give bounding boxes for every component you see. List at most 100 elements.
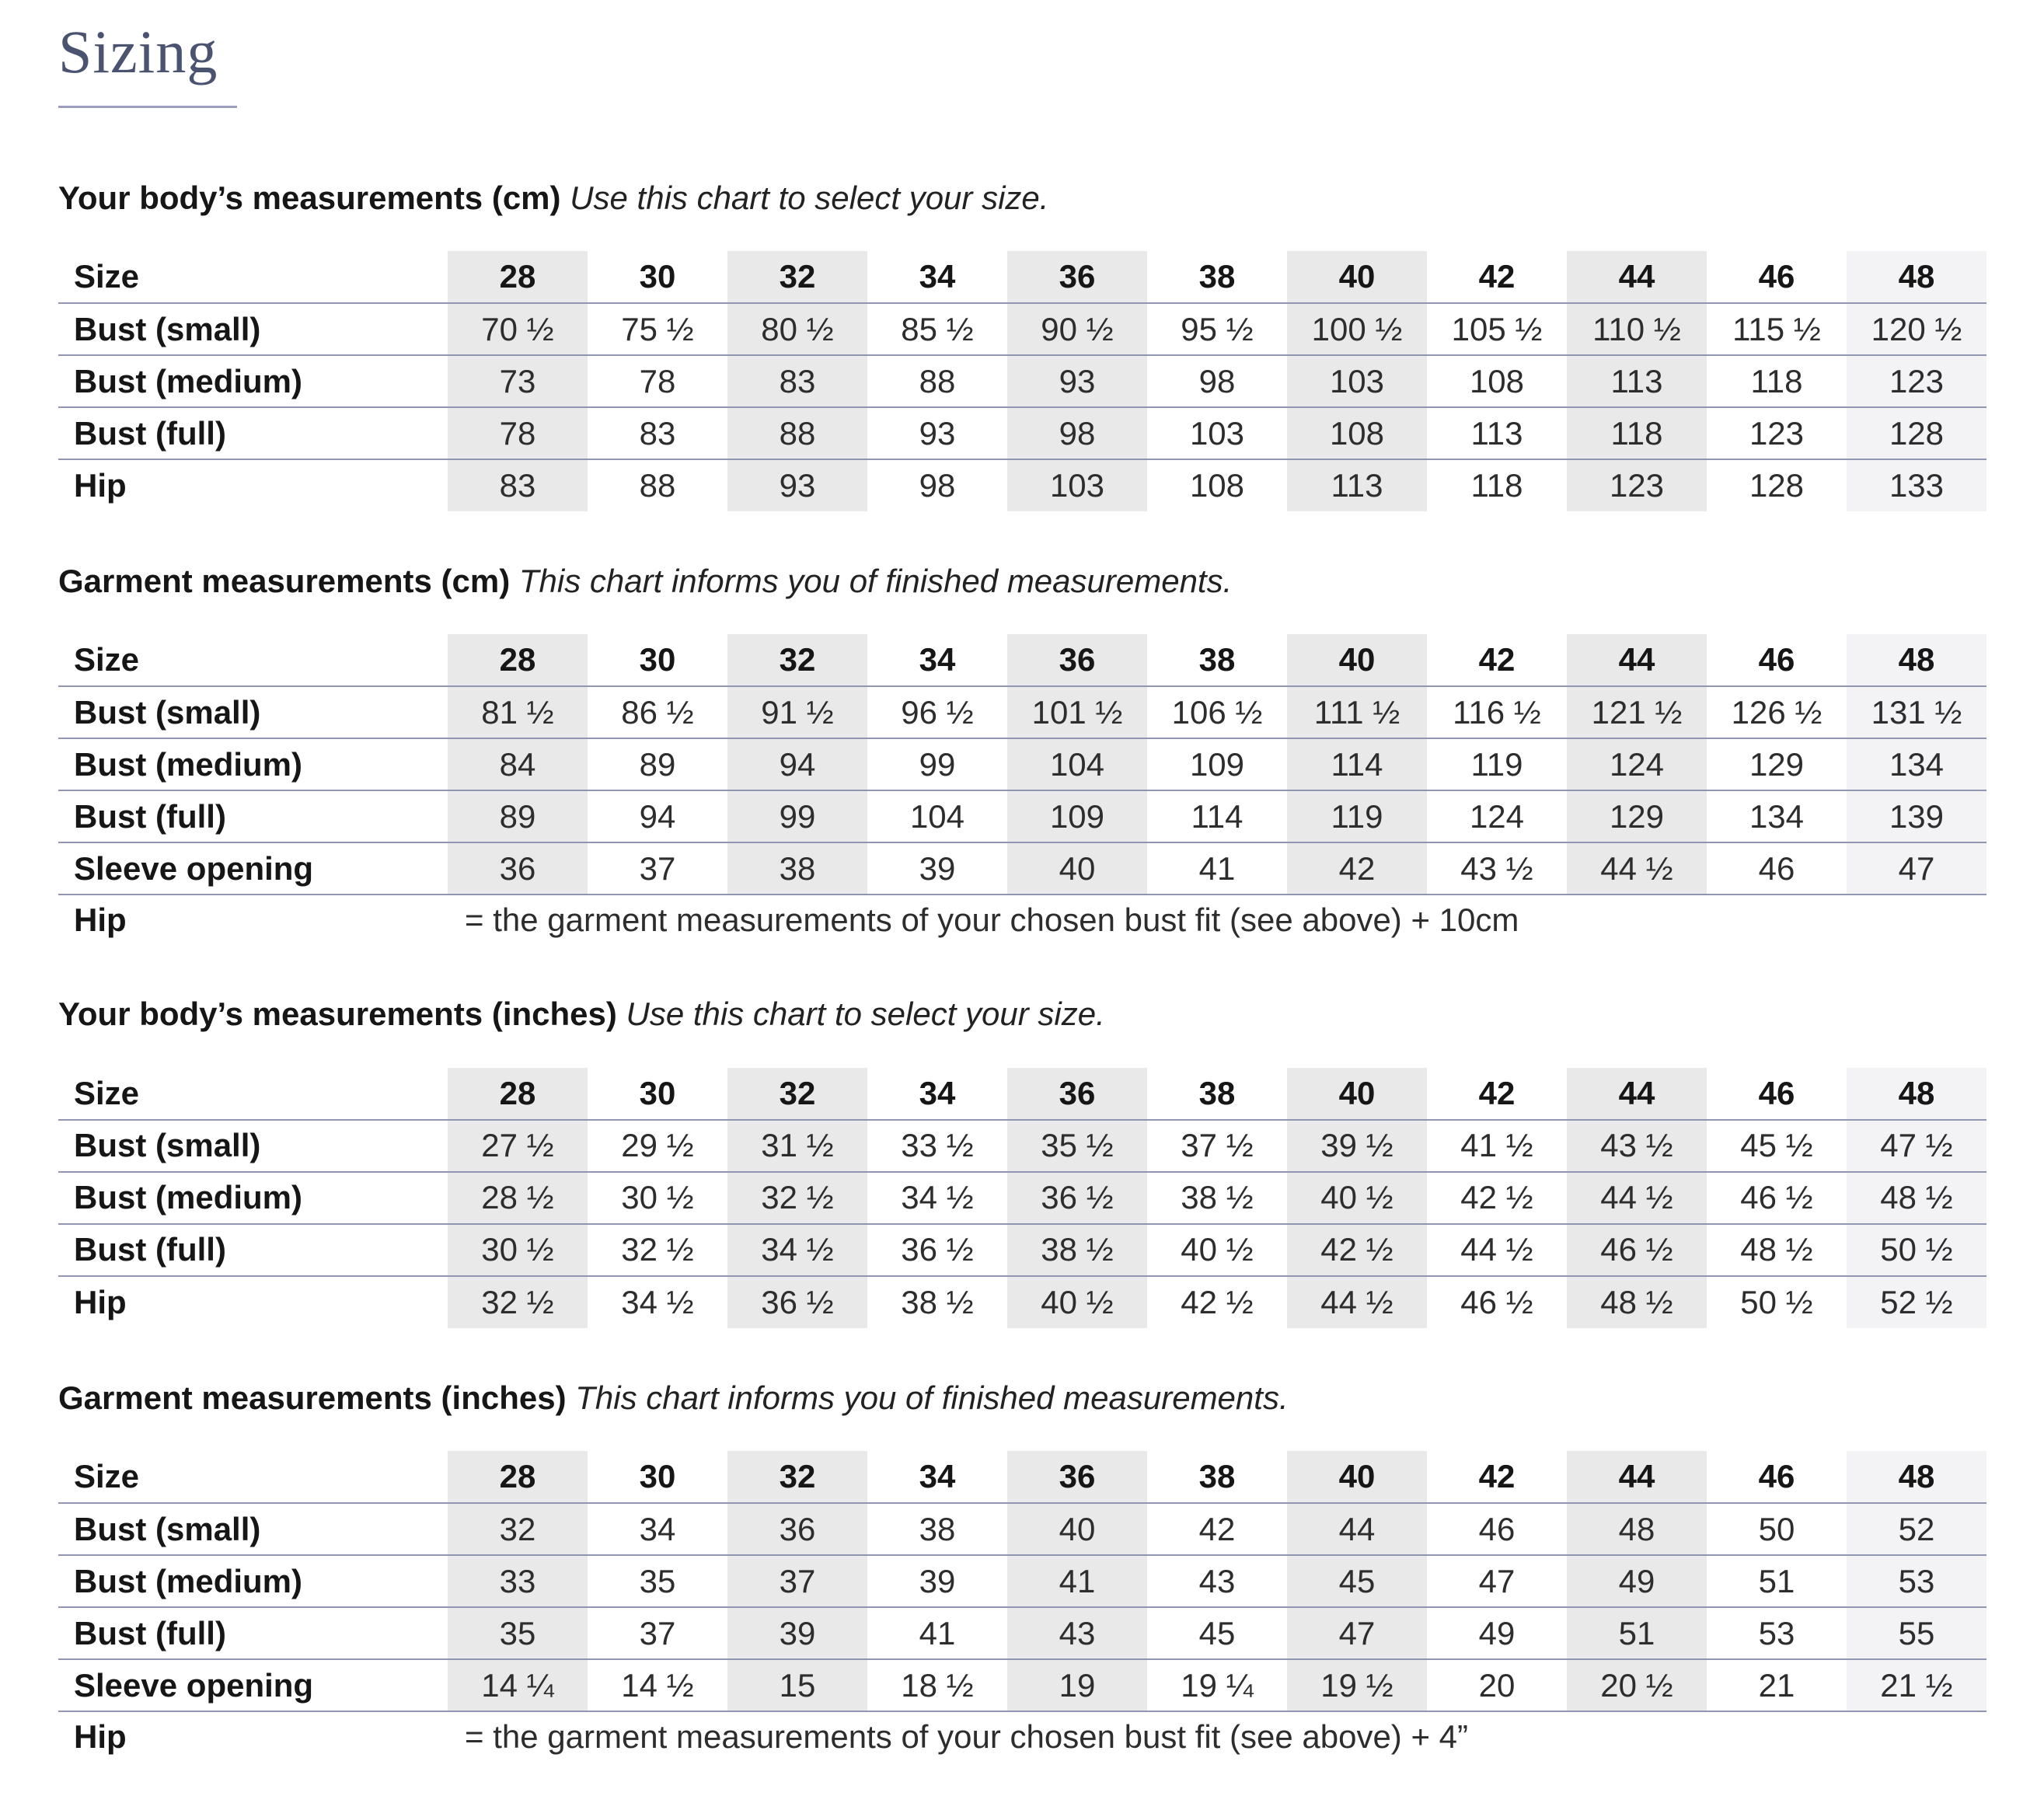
measurement-cell: 37 ½ (1147, 1119, 1287, 1173)
measurement-cell: 30 ½ (448, 1223, 588, 1277)
size-column-header: 44 (1567, 634, 1707, 688)
measurement-cell: 31 ½ (727, 1119, 867, 1173)
row-label: Hip (74, 1718, 127, 1755)
size-column-header: 42 (1427, 634, 1567, 688)
row-label: Bust (small) (58, 1119, 448, 1173)
row-label: Sleeve opening (58, 1659, 448, 1713)
table-row: Bust (medium) 84 89 94 99 104 109 114 119 124 129 1… (58, 738, 1986, 792)
measurement-cell: 44 ½ (1567, 842, 1707, 896)
section-heading-italic: Use this chart to select your size. (570, 179, 1049, 216)
size-column-header: 32 (727, 251, 867, 305)
measurement-cell: 47 ½ (1847, 1119, 1986, 1173)
row-label: Bust (medium) (58, 1555, 448, 1609)
size-header-row: Size 28 30 32 34 36 38 40 42 44 46 48 (58, 251, 1986, 305)
measurement-cell: 38 ½ (901, 1283, 974, 1320)
size-column-header: 48 (1847, 1451, 1986, 1505)
measurement-cell: 44 ½ (1287, 1275, 1427, 1328)
size-column-header: 30 (588, 634, 727, 688)
measurement-cell: 32 ½ (588, 1223, 727, 1277)
section-heading-bold: Garment measurements (cm) (58, 563, 519, 600)
measurement-cell: 106 ½ (1147, 686, 1287, 740)
table-row: Sleeve opening 14 ¼ 14 ½ 15 18 ½ 19 19 ¼ 19 ½ 20… (58, 1659, 1986, 1713)
measurement-cell: 133 (1847, 459, 1986, 512)
size-column-header: 34 (867, 251, 1007, 305)
measurement-cell: 37 (588, 1607, 727, 1661)
measurement-cell: 99 (867, 738, 1007, 792)
measurement-cell: 35 (588, 1555, 727, 1609)
measurement-cell: 108 (1427, 355, 1567, 409)
measurement-cell: 51 (1567, 1607, 1707, 1661)
size-table: Size 28 30 32 34 36 38 40 42 44 46 48 Bust (small) 27… (58, 1067, 1986, 1328)
measurement-cell: 103 (1287, 355, 1427, 409)
measurement-cell: 119 (1427, 738, 1567, 792)
measurement-cell: 93 (867, 407, 1007, 461)
measurement-cell: 29 ½ (588, 1119, 727, 1173)
size-table: Size 28 30 32 34 36 38 40 42 44 46 48 Bust (small) 81… (58, 634, 1986, 944)
row-label: Bust (small) (58, 686, 448, 740)
measurement-cell: 124 (1427, 790, 1567, 844)
measurement-cell: 43 ½ (1427, 842, 1567, 896)
measurement-cell: 45 ½ (1707, 1119, 1847, 1173)
measurement-cell: 118 (1707, 355, 1847, 409)
measurement-cell: 33 ½ (867, 1119, 1007, 1173)
measurement-cell: 98 (1147, 355, 1287, 409)
measurement-cell: 89 (588, 738, 727, 792)
measurement-cell: 139 (1847, 790, 1986, 844)
size-column-header: 48 (1847, 634, 1986, 688)
size-table: Size 28 30 32 34 36 38 40 42 44 46 48 Bust (small) 32… (58, 1451, 1986, 1761)
size-column-header: 34 (867, 1067, 1007, 1121)
size-column-header: 28 (448, 1067, 588, 1121)
measurement-cell: 43 ½ (1567, 1119, 1707, 1173)
measurement-cell: 96 ½ (867, 686, 1007, 740)
size-table: Size 28 30 32 34 36 38 40 42 44 46 48 Bust (small) 70… (58, 251, 1986, 512)
size-column-header: 42 (1427, 1067, 1567, 1121)
measurement-cell: 15 (727, 1659, 867, 1713)
size-column-header: 30 (588, 251, 727, 305)
size-header-label: Size (58, 1451, 448, 1505)
size-column-header: 38 (1147, 251, 1287, 305)
measurement-cell: 124 (1567, 738, 1707, 792)
hip-formula-note: = the garment measurements of your chose… (465, 1718, 1469, 1755)
measurement-cell: 50 (1707, 1503, 1847, 1557)
measurement-cell: 99 (727, 790, 867, 844)
measurement-cell: 34 (588, 1503, 727, 1557)
measurement-cell: 93 (1007, 355, 1147, 409)
measurement-cell: 27 ½ (448, 1119, 588, 1173)
measurement-cell: 123 (1707, 407, 1847, 461)
table-row: Bust (full) 78 83 88 93 98 103 108 113 118 123 128 (58, 407, 1986, 461)
measurement-cell: 83 (448, 459, 588, 512)
measurement-cell: 40 (1007, 1503, 1147, 1557)
table-row: Bust (small) 70 ½ 75 ½ 80 ½ 85 ½ 90 ½ 95 ½ 100 … (58, 303, 1986, 357)
measurement-cell: 37 (588, 842, 727, 896)
measurement-cell: 81 ½ (448, 686, 588, 740)
measurement-cell: 33 (448, 1555, 588, 1609)
section-heading: Garment measurements (inches) This chart… (58, 1379, 2000, 1417)
measurement-cell: 36 ½ (867, 1223, 1007, 1277)
measurement-cell: 88 (867, 355, 1007, 409)
measurement-cell: 20 ½ (1567, 1659, 1707, 1713)
measurement-cell: 53 (1847, 1555, 1986, 1609)
measurement-cell: 53 (1707, 1607, 1847, 1661)
size-column-header: 42 (1427, 1451, 1567, 1505)
measurement-cell: 120 ½ (1847, 303, 1986, 357)
measurement-cell: 88 (727, 407, 867, 461)
measurement-cell: 32 ½ (448, 1275, 588, 1328)
measurement-cell: 38 ½ (1147, 1171, 1287, 1225)
measurement-cell: 91 ½ (727, 686, 867, 740)
row-label: Bust (medium) (58, 355, 448, 409)
size-column-header: 46 (1707, 1067, 1847, 1121)
measurement-cell: 50 ½ (1740, 1283, 1813, 1320)
section-heading-italic: This chart informs you of finished measu… (575, 1379, 1289, 1416)
measurement-cell: 119 (1287, 790, 1427, 844)
measurement-cell: 103 (1007, 459, 1147, 512)
measurement-cell: 108 (1189, 467, 1245, 504)
measurement-cell: 93 (727, 459, 867, 512)
measurement-cell: 111 ½ (1287, 686, 1427, 740)
measurement-cell: 84 (448, 738, 588, 792)
measurement-cell: 123 (1847, 355, 1986, 409)
measurement-cell: 34 ½ (621, 1283, 694, 1320)
measurement-cell: 36 (448, 842, 588, 896)
measurement-cell: 134 (1707, 790, 1847, 844)
measurement-cell: 55 (1847, 1607, 1986, 1661)
size-column-header: 44 (1567, 1067, 1707, 1121)
